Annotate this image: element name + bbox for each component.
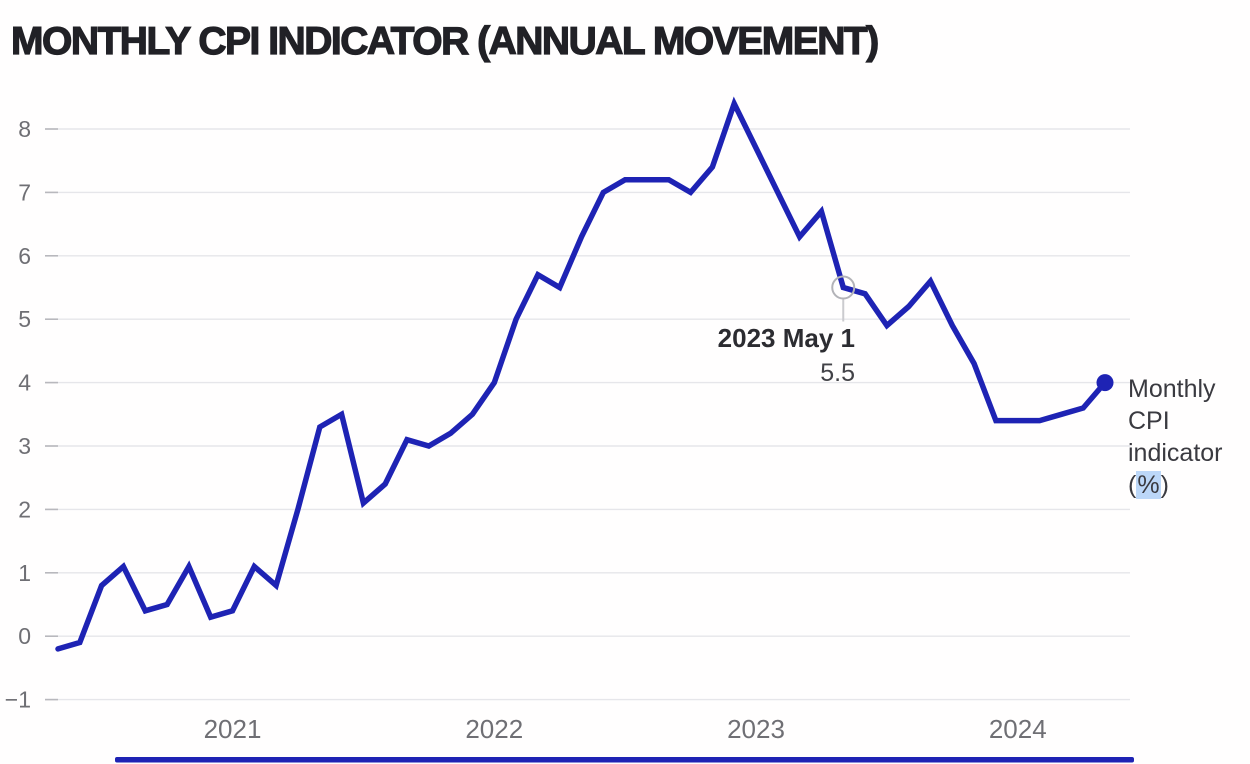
latest-point-dot[interactable] [1096,374,1114,392]
x-axis-label-2023: 2023 [727,714,785,744]
y-axis-label-0: 0 [18,623,31,649]
y-axis-label-2: 2 [18,496,31,522]
unit-percent-highlighted: % [1136,471,1161,499]
x-axis-label-2022: 2022 [465,714,523,744]
y-axis-label-8: 8 [18,116,31,142]
series-label-line-1: Monthly [1128,375,1216,403]
series-label-line-3: indicator [1128,439,1223,467]
unit-open-paren: ( [1128,471,1137,499]
bottom-accent-bar [115,757,1134,763]
x-axis-label-2021: 2021 [204,714,262,744]
y-axis-label-7: 7 [18,179,31,205]
tooltip-date-label: 2023 May 1 [717,323,855,353]
x-axis-label-2024: 2024 [989,714,1047,744]
y-axis-label--1: −1 [5,687,31,713]
hover-tooltip: 2023 May 1 5.5 [718,323,855,388]
series-label-unit-line: (%) [1128,469,1223,501]
hovered-point-marker[interactable] [831,275,856,300]
cpi-data-line[interactable] [55,96,1108,652]
series-label-line-2: CPI [1128,407,1170,435]
y-axis-label-6: 6 [18,243,31,269]
tooltip-value: 5.5 [820,359,855,387]
y-axis-label-5: 5 [18,306,31,332]
y-axis-label-3: 3 [18,433,31,459]
y-axis-label-4: 4 [18,370,31,396]
chart-title: MONTHLY CPI INDICATOR (ANNUAL MOVEMENT) [10,19,879,63]
y-axis-label-1: 1 [18,560,31,586]
series-label: Monthly CPI indicator (%) [1128,373,1223,501]
unit-close-paren: ) [1160,471,1169,499]
